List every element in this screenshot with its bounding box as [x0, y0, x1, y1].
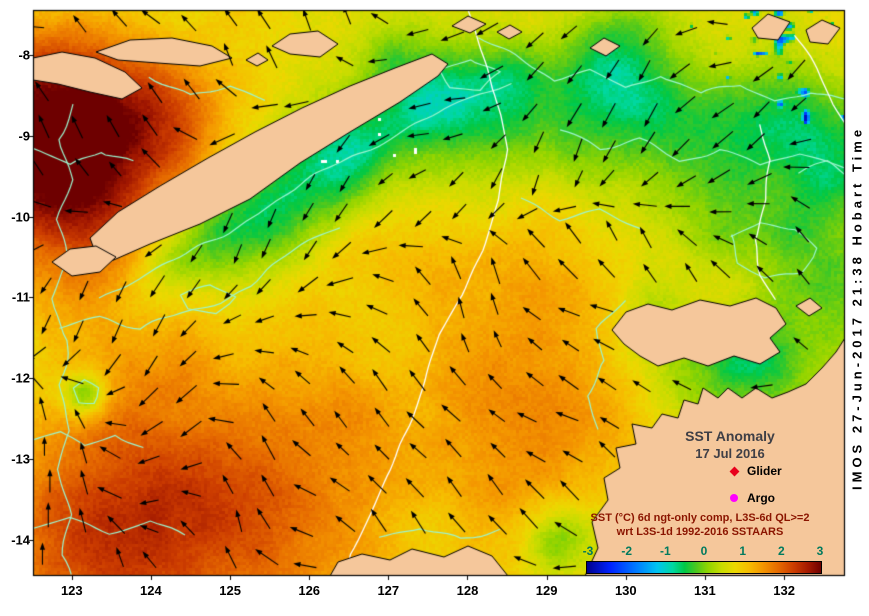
x-tick-label: 126	[298, 583, 321, 598]
y-tick-label: -14	[11, 532, 30, 548]
y-tick-label: -13	[11, 451, 30, 467]
x-tick-label: 129	[535, 583, 558, 598]
x-tick-label: 132	[773, 583, 795, 598]
glider-diamond-icon	[729, 466, 740, 476]
y-tick-label: -8	[18, 47, 30, 63]
x-tick-label: 125	[219, 583, 241, 598]
x-tick-label: 131	[694, 583, 716, 598]
colorbar-tick-label: 2	[777, 544, 785, 558]
y-tick-label: -11	[11, 289, 30, 305]
map-title-block: SST Anomaly 17 Jul 2016	[645, 428, 815, 461]
y-tick-label: -10	[11, 209, 30, 225]
colorbar-tick-label: -3	[582, 544, 594, 558]
colorbar-tick-labels: -3 -2 -1 0 1 2 3	[583, 544, 824, 558]
map-title: SST Anomaly	[685, 428, 775, 444]
x-tick-label: 130	[614, 583, 637, 598]
argo-circle-icon	[730, 494, 738, 502]
y-tick-label: -9	[18, 128, 30, 144]
map-date: 17 Jul 2016	[695, 446, 765, 461]
x-tick-label: 123	[60, 583, 83, 598]
x-tick-label: 124	[140, 583, 162, 598]
credit-watermark: IMOS 27-Jun-2017 21:38 Hobart Time	[849, 125, 865, 491]
y-tick-label: -12	[11, 370, 30, 386]
legend-label-glider: Glider	[747, 464, 782, 478]
colorbar-tick-label: 0	[700, 544, 708, 558]
caption-line-2: wrt L3S-1d 1992-2016 SSTAARS	[616, 526, 784, 538]
legend-item-glider: Glider	[729, 464, 782, 478]
colorbar-tick-label: -1	[659, 544, 671, 558]
colorbar-tick-label: -2	[621, 544, 633, 558]
caption-block: SST (°C) 6d ngt-only comp, L3S-6d QL>=2 …	[574, 511, 826, 539]
legend-label-argo: Argo	[747, 491, 775, 505]
colorbar	[586, 561, 822, 574]
x-tick-label: 127	[377, 583, 400, 598]
caption-line-1: SST (°C) 6d ngt-only comp, L3S-6d QL>=2	[590, 512, 810, 524]
legend-item-argo: Argo	[730, 491, 775, 505]
colorbar-tick-label: 1	[739, 544, 747, 558]
colorbar-tick-label: 3	[816, 544, 824, 558]
x-tick-label: 128	[456, 583, 479, 598]
